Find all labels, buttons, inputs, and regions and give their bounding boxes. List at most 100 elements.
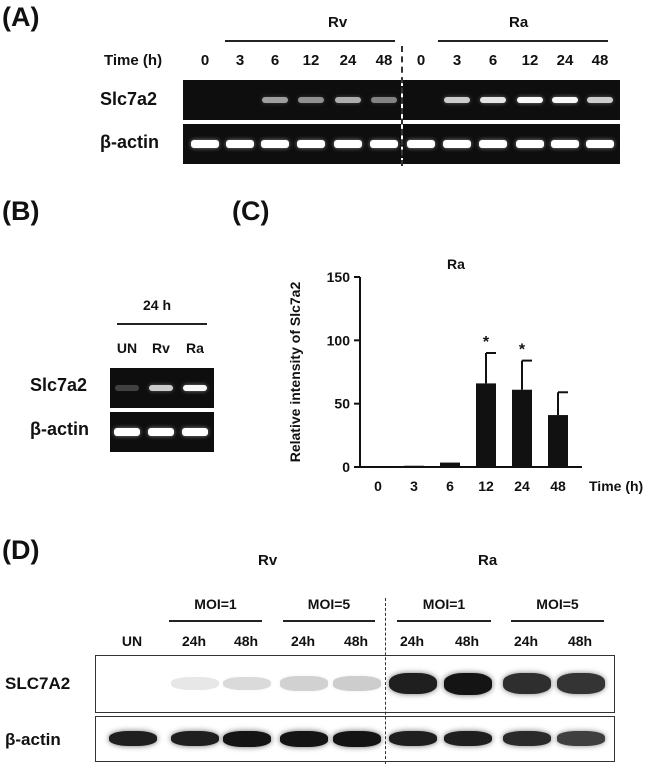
lane-label: Rv xyxy=(152,340,170,356)
actin-band xyxy=(557,731,605,746)
time-label: 12 xyxy=(521,52,539,69)
y-tick-label: 0 xyxy=(342,459,350,475)
time-axis-label: Time (h) xyxy=(104,52,163,69)
moi-rule xyxy=(283,620,375,622)
x-tick-label: 48 xyxy=(550,478,566,494)
lane-label: 24h xyxy=(181,633,207,649)
group-rule-rv xyxy=(225,40,395,42)
actin-band xyxy=(479,140,507,148)
blot-d-row-slc7a2-label: SLC7A2 xyxy=(5,674,71,693)
bar xyxy=(368,466,388,468)
slc7a2-band xyxy=(149,385,173,391)
bar xyxy=(512,389,532,467)
time-label: 48 xyxy=(591,52,609,69)
bar xyxy=(440,462,460,467)
blot-d-slc7a2 xyxy=(95,655,615,713)
slc7a2-band xyxy=(444,97,470,103)
actin-band xyxy=(516,140,544,148)
group-label-ra: Ra xyxy=(509,14,529,31)
significance-marker: * xyxy=(519,342,526,359)
actin-band xyxy=(171,730,219,747)
group-rule-ra xyxy=(438,40,608,42)
x-axis-label: Time (h) xyxy=(589,478,643,494)
lane-label: UN xyxy=(116,340,138,356)
actin-band xyxy=(182,428,208,436)
time-label: 6 xyxy=(488,52,498,69)
actin-band xyxy=(334,140,362,148)
slc7a2-band xyxy=(480,97,506,103)
x-tick-label: 6 xyxy=(446,478,454,494)
lane-label: Ra xyxy=(186,340,204,356)
moi-rule xyxy=(397,620,491,622)
x-tick-label: 24 xyxy=(514,478,530,494)
gel-b-row-actin-label: β-actin xyxy=(30,419,89,439)
actin-band xyxy=(261,140,289,148)
time-label: 12 xyxy=(302,52,320,69)
y-tick-label: 100 xyxy=(327,332,351,348)
time-label: 0 xyxy=(200,52,210,69)
actin-band xyxy=(280,730,328,747)
group-label-rv: Rv xyxy=(328,14,348,31)
actin-band xyxy=(551,140,579,148)
actin-band xyxy=(503,730,551,747)
slc7a2-band xyxy=(280,676,328,691)
lane-label: 24h xyxy=(513,633,539,649)
lane-label: 48h xyxy=(343,633,369,649)
actin-band xyxy=(443,140,471,148)
actin-band xyxy=(114,428,140,436)
x-tick-label: 12 xyxy=(478,478,494,494)
time-label: 24 xyxy=(339,52,357,69)
lane-label: 24h xyxy=(290,633,316,649)
actin-band xyxy=(109,730,157,747)
significance-marker: * xyxy=(483,334,490,351)
gel-a-row-actin-label: β-actin xyxy=(100,132,159,152)
gel-b-actin xyxy=(110,412,214,452)
moi-label: MOI=1 xyxy=(194,596,237,612)
panel-b-rule xyxy=(117,323,207,325)
actin-band xyxy=(191,140,219,148)
time-label: 3 xyxy=(235,52,245,69)
slc7a2-band xyxy=(262,97,288,103)
slc7a2-band xyxy=(503,673,551,694)
panel-a-letter: (A) xyxy=(2,2,40,32)
actin-band xyxy=(333,730,381,747)
moi-label: MOI=1 xyxy=(422,596,466,612)
lane-label: 24h xyxy=(399,633,425,649)
actin-band xyxy=(389,730,437,747)
panel-d-letter: (D) xyxy=(2,535,40,565)
y-tick-label: 50 xyxy=(334,396,350,412)
x-tick-label: 0 xyxy=(374,478,382,494)
actin-band xyxy=(586,140,614,148)
moi-rule xyxy=(511,620,604,622)
gel-b-row-slc7a2-label: Slc7a2 xyxy=(30,375,88,395)
actin-band xyxy=(297,140,325,148)
blot-d-actin xyxy=(95,716,615,762)
slc7a2-band xyxy=(389,672,437,695)
panel-c-letter: (C) xyxy=(232,196,270,226)
slc7a2-band xyxy=(587,97,613,103)
time-label: 0 xyxy=(416,52,426,69)
panel-b-header: 24 h xyxy=(143,297,172,313)
x-tick-label: 3 xyxy=(410,478,418,494)
slc7a2-band xyxy=(517,97,543,103)
actin-band xyxy=(226,140,254,148)
lane-label: UN xyxy=(121,633,143,649)
y-tick-label: 150 xyxy=(327,269,351,285)
y-axis-label: Relative intensity of Slc7a2 xyxy=(287,282,303,463)
actin-band xyxy=(148,428,174,436)
actin-band xyxy=(370,140,398,148)
moi-label: MOI=5 xyxy=(536,596,579,612)
group-label-ra-d: Ra xyxy=(478,552,498,569)
group-label-rv-d: Rv xyxy=(258,552,278,569)
actin-band xyxy=(407,140,435,148)
slc7a2-band xyxy=(183,385,207,391)
bar xyxy=(404,465,424,467)
lane-label: 48h xyxy=(233,633,259,649)
blot-d-divider xyxy=(385,598,386,764)
moi-label: MOI=5 xyxy=(307,596,351,612)
gel-b-slc7a2 xyxy=(110,368,214,408)
slc7a2-band xyxy=(115,385,139,391)
bar xyxy=(548,415,568,467)
slc7a2-band xyxy=(552,97,578,103)
moi-rule xyxy=(169,620,262,622)
